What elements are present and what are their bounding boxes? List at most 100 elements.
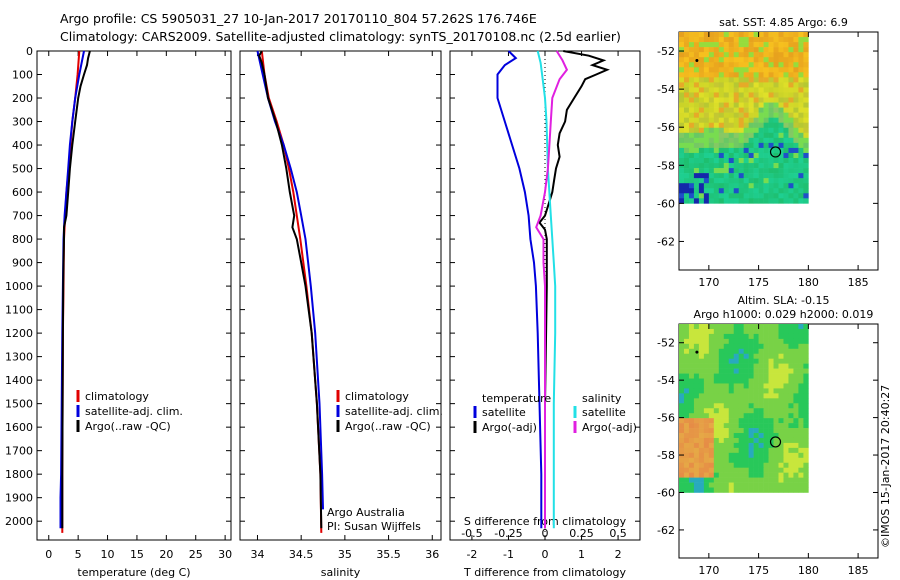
heatmap-cell (708, 178, 715, 184)
heatmap-cell (723, 42, 730, 48)
heatmap-cell (728, 132, 735, 139)
heatmap-cell (688, 462, 695, 469)
heatmap-cell (703, 37, 710, 43)
heatmap-cell (738, 423, 744, 429)
heatmap-cell (703, 77, 710, 83)
heatmap-cell (748, 398, 754, 404)
heatmap-cell (688, 457, 695, 464)
heatmap-cell (783, 388, 789, 394)
heatmap-cell (773, 82, 779, 88)
heatmap-cell (748, 102, 754, 108)
heatmap-cell (718, 487, 725, 493)
heatmap-cell (738, 142, 744, 149)
heatmap-cell (723, 398, 730, 404)
heatmap-cell (798, 62, 804, 68)
heatmap-cell (748, 487, 754, 493)
salinity-legend-2-label: Argo(..raw -QC) (345, 420, 431, 433)
heatmap-cell (708, 198, 715, 204)
heatmap-cell (763, 168, 769, 174)
heatmap-cell (693, 363, 700, 369)
heatmap-cell (723, 52, 730, 58)
heatmap-cell (743, 353, 749, 359)
heatmap-cell (718, 462, 725, 469)
heatmap-cell (708, 188, 715, 194)
heatmap-cell (679, 338, 685, 345)
heatmap-cell (753, 338, 759, 345)
heatmap-cell (763, 477, 769, 483)
heatmap-cell (703, 324, 710, 330)
heatmap-cell (803, 152, 809, 159)
heatmap-cell (773, 452, 779, 459)
heatmap-cell (758, 127, 764, 134)
heatmap-cell (728, 107, 735, 113)
heatmap-cell (768, 122, 774, 129)
heatmap-cell (743, 333, 749, 340)
heatmap-cell (753, 92, 759, 98)
heatmap-cell (679, 437, 685, 444)
heatmap-cell (708, 132, 715, 139)
heatmap-cell (758, 132, 764, 139)
heatmap-cell (738, 487, 744, 493)
reference-dot (695, 350, 699, 354)
heatmap-cell (783, 188, 789, 194)
heatmap-cell (683, 82, 690, 88)
heatmap-cell (679, 193, 685, 199)
heatmap-cell (788, 152, 794, 159)
heatmap-cell (723, 437, 730, 444)
heatmap-cell (733, 378, 740, 384)
heatmap-cell (798, 324, 804, 330)
heatmap-cell (798, 47, 804, 53)
heatmap-cell (773, 368, 779, 374)
y-tick-label: 400 (12, 139, 33, 152)
heatmap-cell (733, 437, 740, 444)
heatmap-cell (703, 173, 710, 179)
diff-legend-right-title: salinity (582, 392, 622, 405)
heatmap-cell (753, 147, 759, 154)
heatmap-cell (703, 127, 710, 134)
heatmap-cell (728, 457, 735, 464)
y-tick-label: -58 (657, 159, 675, 172)
heatmap-cell (773, 87, 779, 93)
heatmap-cell (708, 152, 715, 159)
heatmap-cell (723, 152, 730, 159)
y-tick-label: 1800 (5, 468, 33, 481)
heatmap-cell (773, 428, 779, 434)
heatmap-cell (738, 107, 744, 113)
heatmap-cell (693, 168, 700, 174)
x-axis-label: temperature (deg C) (77, 566, 190, 579)
heatmap-cell (748, 324, 754, 330)
heatmap-cell (683, 383, 690, 389)
heatmap-cell (718, 183, 725, 189)
heatmap-cell (763, 418, 769, 424)
heatmap-cell (693, 122, 700, 129)
heatmap-cell (688, 82, 695, 88)
heatmap-cell (803, 112, 809, 118)
heatmap-cell (783, 324, 789, 330)
heatmap-cell (708, 87, 715, 93)
heatmap-cell (753, 142, 759, 149)
heatmap-cell (688, 67, 695, 73)
heatmap-cell (718, 102, 725, 108)
heatmap-cell (743, 147, 749, 154)
heatmap-cell (753, 408, 759, 414)
heatmap-cell (718, 158, 725, 164)
heatmap-cell (763, 383, 769, 389)
heatmap-cell (768, 117, 774, 124)
heatmap-cell (679, 378, 685, 384)
heatmap-cell (743, 457, 749, 464)
heatmap-cell (778, 472, 784, 478)
heatmap-cell (753, 428, 759, 434)
heatmap-cell (803, 477, 809, 483)
heatmap-cell (723, 37, 730, 43)
heatmap-cell (753, 437, 759, 444)
heatmap-cell (748, 72, 754, 78)
heatmap-cell (783, 442, 789, 449)
heatmap-cell (703, 433, 710, 439)
heatmap-cell (703, 477, 710, 483)
heatmap-cell (768, 388, 774, 394)
heatmap-cell (683, 442, 690, 449)
heatmap-cell (793, 87, 799, 93)
heatmap-cell (703, 398, 710, 404)
heatmap-cell (688, 472, 695, 478)
heatmap-cell (758, 378, 764, 384)
